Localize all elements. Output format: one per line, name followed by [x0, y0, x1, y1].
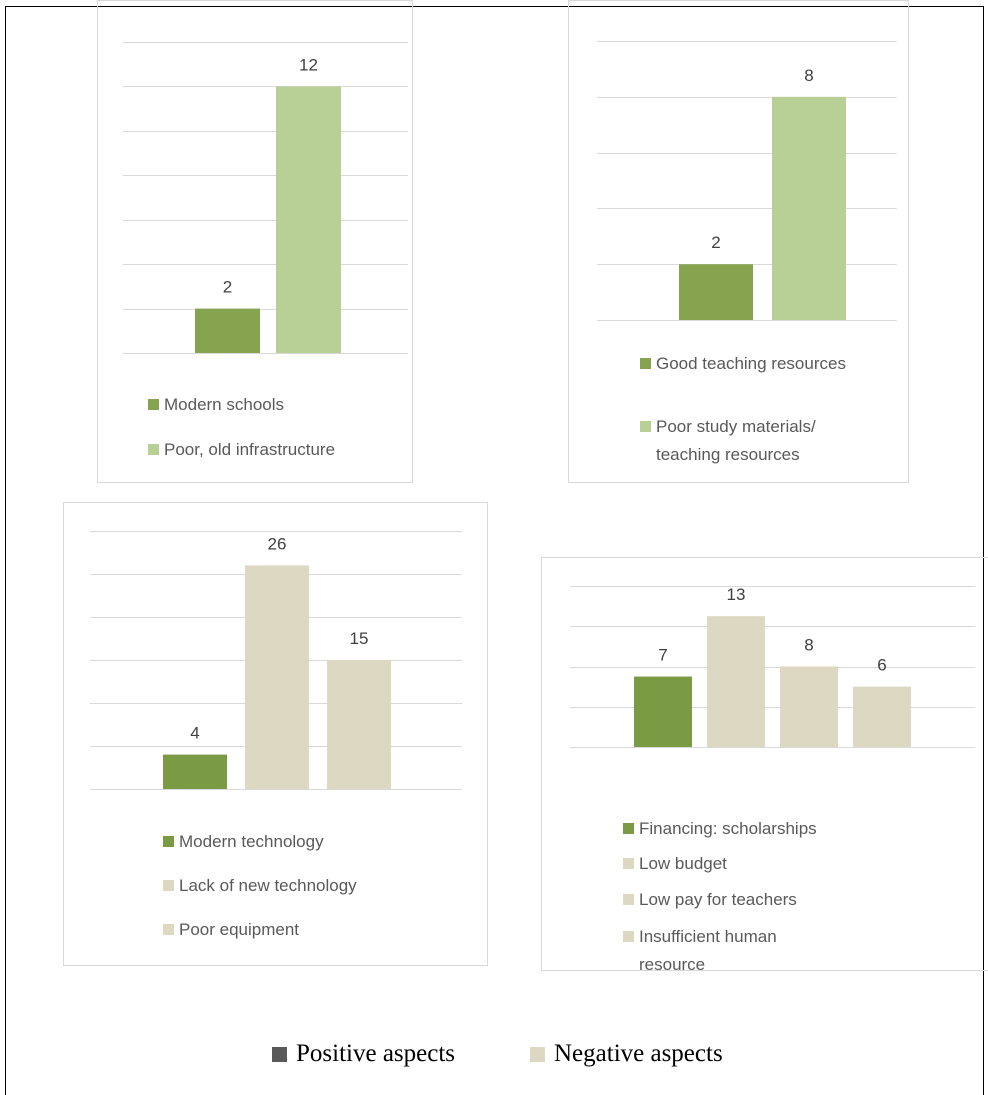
panel-border	[541, 557, 988, 971]
data-label: 4	[190, 724, 199, 743]
legend-swatch	[640, 358, 651, 369]
legend-label: Low pay for teachers	[639, 890, 797, 909]
legend-label: Modern technology	[179, 832, 324, 851]
legend-label: Insufficient human resource	[639, 927, 777, 974]
data-label: 12	[299, 55, 318, 74]
legend-item: Modern technology	[163, 828, 324, 856]
legend-item: Poor study materials/ teaching resources	[640, 413, 861, 469]
data-label: 13	[727, 585, 746, 604]
legend-swatch	[640, 421, 651, 432]
bar	[276, 86, 341, 353]
legend-swatch	[148, 444, 159, 455]
legend-swatch	[623, 931, 634, 942]
figure-legend-label: Negative aspects	[554, 1040, 723, 1067]
bar	[772, 96, 846, 320]
legend-label: Good teaching resources	[656, 354, 846, 373]
legend-swatch	[163, 880, 174, 891]
bar	[679, 264, 753, 320]
data-label: 8	[804, 636, 813, 655]
panel-border	[97, 0, 413, 483]
legend-swatch	[623, 823, 634, 834]
data-label: 8	[804, 66, 813, 85]
legend-label: Poor study materials/ teaching resources	[656, 417, 816, 464]
legend-item: Lack of new technology	[163, 872, 357, 900]
bar	[634, 676, 692, 747]
outer-border	[5, 6, 984, 1095]
panel-border	[63, 502, 488, 966]
legend-swatch	[623, 894, 634, 905]
legend-label: Poor equipment	[179, 920, 300, 939]
legend-label: Financing: scholarships	[639, 819, 817, 838]
bar	[327, 660, 391, 789]
legend-item: Poor equipment	[163, 916, 299, 944]
legend-swatch	[148, 399, 159, 410]
legend-label: Low budget	[639, 854, 727, 873]
figure-legend-item: Positive aspects	[272, 1040, 455, 1068]
legend-swatch	[623, 858, 634, 869]
legend-item: Insufficient human resource	[623, 923, 844, 979]
figure-legend-label: Positive aspects	[296, 1040, 456, 1067]
data-label: 15	[350, 629, 369, 648]
bar	[780, 666, 838, 747]
bar	[245, 565, 309, 789]
data-label: 26	[268, 534, 287, 553]
bar	[163, 754, 227, 789]
figure-legend-swatch	[530, 1046, 545, 1062]
legend-item: Low pay for teachers	[623, 886, 797, 914]
bar	[707, 616, 765, 747]
figure-legend-swatch	[272, 1046, 287, 1062]
legend-item: Modern schools	[148, 391, 284, 419]
legend-swatch	[163, 836, 174, 847]
legend-item: Financing: scholarships	[623, 815, 817, 843]
bar	[853, 686, 911, 747]
legend-label: Modern schools	[164, 395, 285, 414]
data-label: 2	[711, 233, 720, 252]
data-label: 7	[658, 646, 667, 665]
legend-label: Lack of new technology	[179, 876, 357, 895]
data-label: 6	[877, 656, 886, 675]
legend-item: Good teaching resources	[640, 350, 846, 378]
data-label: 2	[223, 278, 232, 297]
legend-label: Poor, old infrastructure	[164, 440, 336, 459]
bar	[195, 308, 260, 353]
legend-swatch	[163, 924, 174, 935]
figure-legend-item: Negative aspects	[530, 1040, 723, 1068]
legend-item: Low budget	[623, 850, 727, 878]
panel-border	[568, 0, 909, 483]
legend-item: Poor, old infrastructure	[148, 436, 335, 464]
